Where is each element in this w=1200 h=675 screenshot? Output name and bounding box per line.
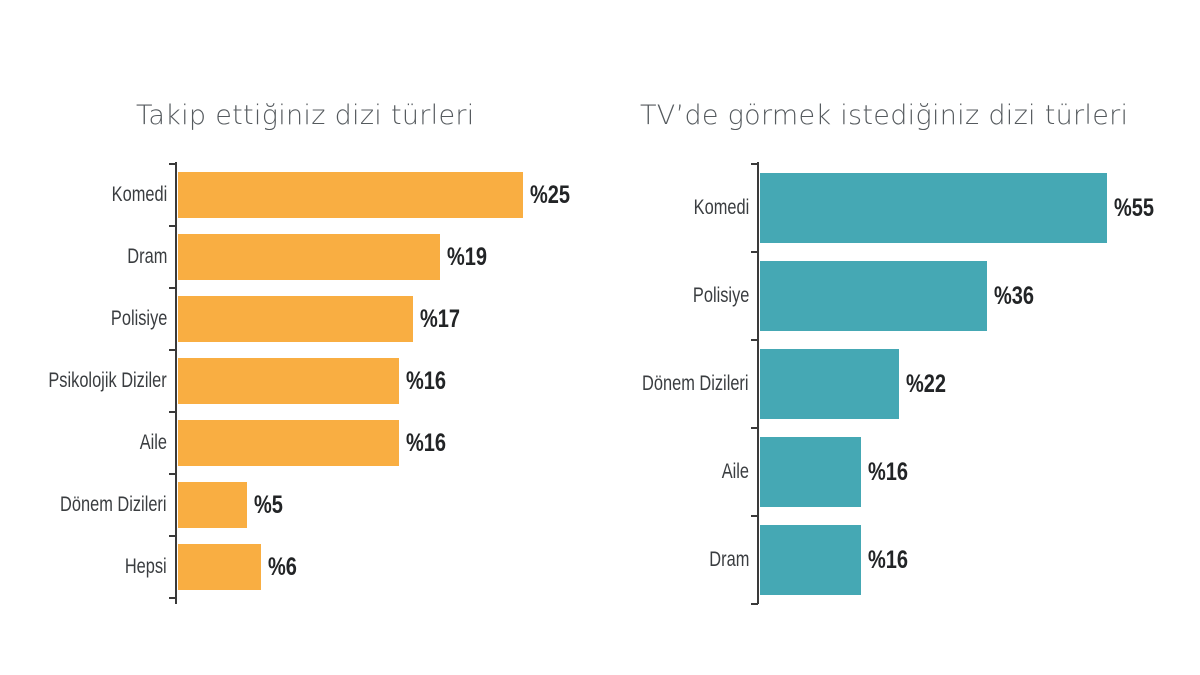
value-label: %17 (419, 305, 460, 333)
axis-tick (751, 339, 758, 341)
axis-tick (751, 427, 758, 429)
category-label: Komedi (693, 196, 749, 219)
value-label: %19 (447, 243, 488, 271)
category-label: Polisiye (110, 307, 167, 330)
bar (760, 173, 1107, 243)
axis-tick (169, 287, 176, 289)
bar (178, 234, 441, 280)
value-label: %55 (1113, 194, 1154, 222)
value-label: %6 (267, 553, 297, 581)
axis-tick (169, 225, 176, 227)
axis-tick (169, 411, 176, 413)
bar (760, 525, 861, 595)
bar (760, 261, 987, 331)
axis-tick (169, 535, 176, 537)
axis-tick (169, 163, 176, 165)
value-label: %36 (993, 282, 1034, 310)
value-label: %16 (867, 546, 908, 574)
value-label: %16 (405, 429, 446, 457)
category-label: Hepsi (125, 555, 167, 578)
axis-tick (751, 515, 758, 517)
category-label: Komedi (111, 183, 167, 206)
category-label: Psikolojik Diziler (48, 369, 167, 392)
bar (178, 420, 399, 466)
axis-tick (751, 603, 758, 605)
category-label: Dönem Dizileri (60, 493, 167, 516)
value-label: %16 (405, 367, 446, 395)
axis-tick (169, 473, 176, 475)
value-label: %16 (867, 458, 908, 486)
chart-title: TV’de görmek istediğiniz dizi türleri (640, 100, 1129, 131)
y-axis (175, 162, 177, 604)
category-label: Aile (139, 431, 167, 454)
axis-tick (751, 163, 758, 165)
chart-title: Takip ettiğiniz dizi türleri (136, 100, 475, 131)
category-label: Dönem Dizileri (642, 372, 749, 395)
category-label: Dram (708, 548, 749, 571)
bar (178, 172, 523, 218)
category-label: Dram (126, 245, 167, 268)
y-axis (757, 162, 759, 604)
category-label: Polisiye (692, 284, 749, 307)
value-label: %22 (905, 370, 946, 398)
bar (760, 349, 899, 419)
bar (178, 296, 413, 342)
value-label: %25 (530, 181, 571, 209)
value-label: %5 (254, 491, 283, 519)
bar (178, 544, 261, 590)
bar (760, 437, 861, 507)
category-label: Aile (721, 460, 749, 483)
bar (178, 358, 399, 404)
axis-tick (751, 251, 758, 253)
axis-tick (169, 597, 176, 599)
bar (178, 482, 247, 528)
axis-tick (169, 349, 176, 351)
